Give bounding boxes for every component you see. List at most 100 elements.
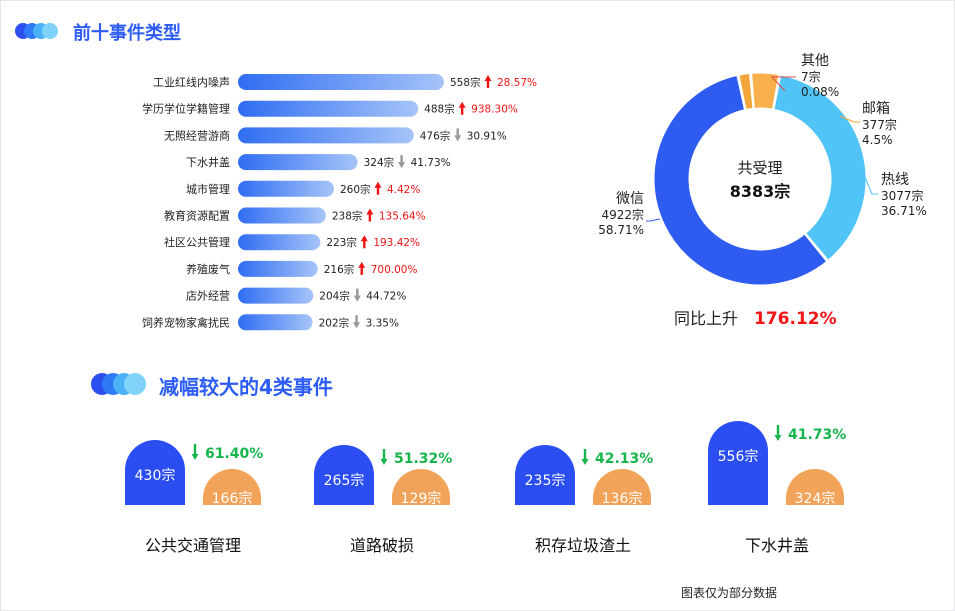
donut-slice-percent: 0.08% bbox=[801, 85, 839, 99]
bar-change-label: 193.42% bbox=[373, 237, 420, 249]
donut-slice-percent: 36.71% bbox=[881, 204, 927, 218]
section-logo-icon bbox=[91, 373, 147, 397]
decrease-category-label: 公共交通管理 bbox=[144, 536, 241, 555]
bar-value-label: 476宗 bbox=[420, 129, 451, 142]
top10-bar-chart: 工业红线内噪声 558宗 28.57% 学历学位学籍管理 488宗 938.30% 无照经营… bbox=[142, 74, 537, 331]
decrease-change-label: 61.40% bbox=[205, 446, 263, 462]
donut-slice-name: 热线 bbox=[881, 172, 909, 188]
prev-bar-label: 265宗 bbox=[324, 473, 365, 489]
bar-change-label: 4.42% bbox=[387, 184, 420, 196]
curr-bar bbox=[203, 469, 261, 505]
bar-category-label: 无照经营游商 bbox=[164, 128, 230, 142]
bar-change-label: 938.30% bbox=[471, 104, 518, 116]
arrow-up-icon bbox=[360, 235, 368, 249]
donut-leader-line bbox=[864, 176, 878, 195]
bar bbox=[238, 127, 414, 144]
donut-slice bbox=[653, 74, 828, 286]
bar-category-label: 下水井盖 bbox=[186, 155, 230, 169]
prev-bar bbox=[125, 440, 185, 505]
bar-category-label: 教育资源配置 bbox=[164, 209, 230, 223]
donut-slice-count: 7宗 bbox=[801, 69, 821, 84]
donut-leader-line bbox=[770, 76, 796, 92]
bar-change-label: 700.00% bbox=[371, 264, 418, 276]
curr-bar-label: 166宗 bbox=[212, 491, 253, 507]
arrow-up-icon bbox=[366, 208, 374, 222]
arrow-up-icon bbox=[458, 101, 466, 115]
donut-center-value: 8383宗 bbox=[730, 182, 791, 201]
prev-bar-label: 430宗 bbox=[135, 468, 176, 484]
donut-slice-count: 377宗 bbox=[862, 117, 897, 132]
footer-note: 图表仅为部分数据 bbox=[681, 586, 778, 600]
bar-category-label: 养殖废气 bbox=[186, 262, 230, 276]
bar-change-label: 135.64% bbox=[379, 211, 426, 223]
bar-value-label: 558宗 bbox=[450, 76, 481, 89]
donut-slice-name: 其他 bbox=[801, 53, 829, 69]
bar-change-label: 30.91% bbox=[467, 130, 507, 142]
bar-category-label: 工业红线内噪声 bbox=[153, 75, 230, 89]
arrow-down-icon bbox=[380, 449, 388, 465]
bar-category-label: 城市管理 bbox=[186, 182, 230, 196]
curr-bar-label: 324宗 bbox=[795, 491, 836, 507]
bar-value-label: 238宗 bbox=[332, 210, 363, 223]
curr-bar-label: 129宗 bbox=[401, 491, 442, 507]
donut-slice-name: 邮箱 bbox=[862, 101, 890, 117]
yoy-label: 同比上升 bbox=[674, 309, 738, 328]
bar-change-label: 3.35% bbox=[366, 317, 399, 329]
arrow-up-icon bbox=[374, 181, 382, 195]
donut-slice bbox=[738, 72, 754, 110]
section-title-top10: 前十事件类型 bbox=[73, 23, 181, 44]
arrow-down-icon bbox=[353, 288, 361, 302]
arrow-down-icon bbox=[774, 425, 782, 441]
arrow-down-icon bbox=[398, 155, 406, 169]
donut-slice-count: 3077宗 bbox=[881, 188, 924, 203]
decrease-change-label: 42.13% bbox=[595, 451, 653, 467]
arrow-down-icon bbox=[191, 444, 199, 461]
section-title-decrease: 减幅较大的4类事件 bbox=[159, 375, 333, 399]
bar-value-label: 488宗 bbox=[424, 103, 455, 116]
bar bbox=[238, 207, 326, 224]
bar bbox=[238, 260, 318, 277]
bar-category-label: 店外经营 bbox=[186, 289, 230, 303]
donut-slice bbox=[773, 74, 867, 261]
bar bbox=[238, 180, 334, 197]
arrow-down-icon bbox=[353, 315, 361, 329]
bar-value-label: 204宗 bbox=[319, 290, 350, 303]
bar bbox=[238, 74, 444, 90]
prev-bar bbox=[314, 445, 374, 505]
bar bbox=[238, 100, 419, 117]
bar-category-label: 社区公共管理 bbox=[164, 235, 230, 249]
decrease-category-label: 积存垃圾渣土 bbox=[534, 536, 631, 555]
bar bbox=[238, 314, 313, 331]
arrow-down-icon bbox=[581, 449, 589, 465]
arrow-down-icon bbox=[454, 128, 462, 142]
yoy-value: 176.12% bbox=[754, 309, 837, 329]
bar-value-label: 223宗 bbox=[326, 236, 357, 249]
donut-leader-line bbox=[646, 218, 661, 222]
bar-value-label: 260宗 bbox=[340, 183, 371, 196]
donut-slice-name: 微信 bbox=[616, 191, 644, 207]
bar bbox=[238, 287, 314, 304]
bar-category-label: 饲养宠物家禽扰民 bbox=[142, 315, 230, 329]
decrease-category-label: 下水井盖 bbox=[744, 536, 809, 555]
prev-bar-label: 235宗 bbox=[525, 473, 566, 489]
bar-value-label: 202宗 bbox=[319, 316, 350, 329]
decrease-change-label: 51.32% bbox=[394, 451, 452, 467]
arrow-up-icon bbox=[358, 261, 366, 275]
curr-bar bbox=[593, 469, 651, 505]
decrease-comparison-chart: 430宗 166宗 61.40% 265宗 129宗 51.32% 235宗 136宗 42.1… bbox=[125, 421, 846, 507]
donut-slice bbox=[751, 72, 780, 110]
donut-slice-percent: 58.71% bbox=[598, 223, 644, 237]
bar bbox=[238, 234, 321, 251]
bar-change-label: 44.72% bbox=[366, 291, 406, 303]
donut-leader-line bbox=[839, 115, 860, 123]
prev-bar bbox=[708, 421, 768, 505]
decrease-category-label: 道路破损 bbox=[349, 536, 414, 555]
bar-value-label: 324宗 bbox=[364, 156, 395, 169]
prev-bar-label: 556宗 bbox=[718, 449, 759, 465]
arrow-up-icon bbox=[484, 75, 492, 88]
donut-slice-count: 4922宗 bbox=[601, 207, 644, 222]
bar-value-label: 216宗 bbox=[324, 263, 355, 276]
curr-bar bbox=[786, 469, 844, 505]
